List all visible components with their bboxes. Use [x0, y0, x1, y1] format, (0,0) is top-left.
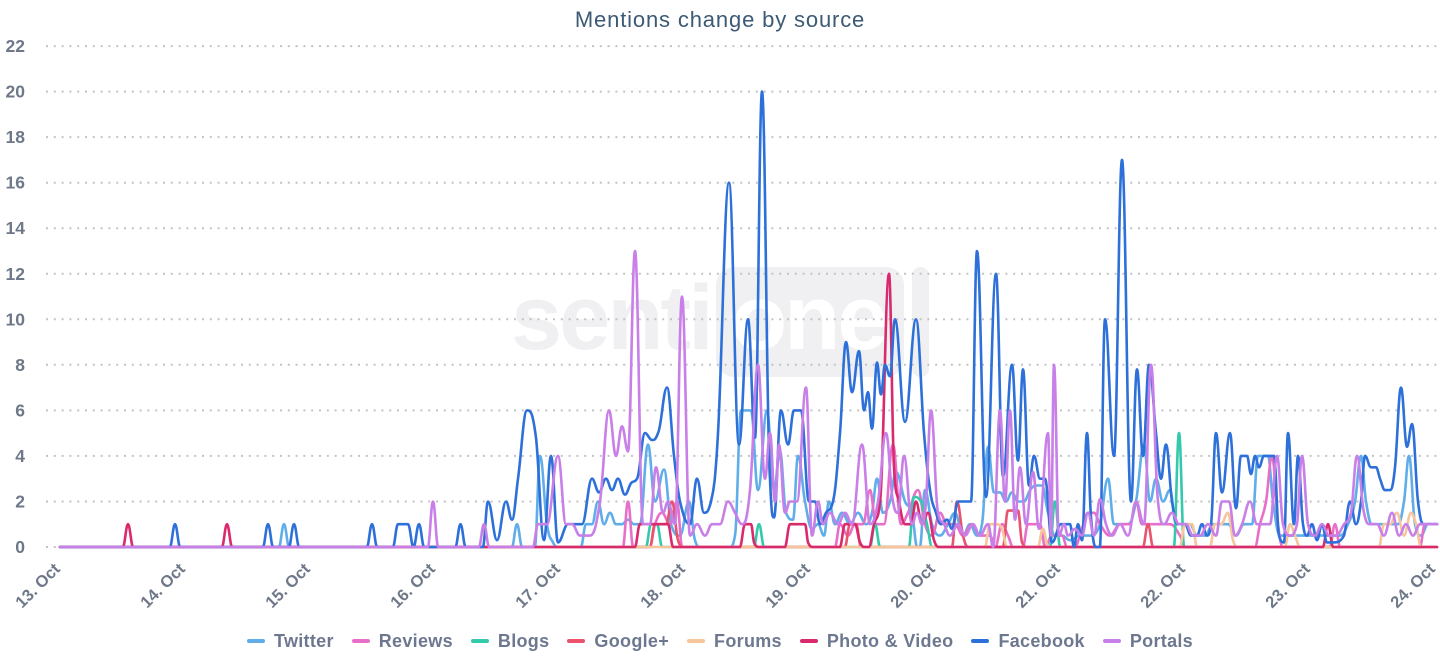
svg-text:10: 10	[6, 309, 26, 329]
svg-text:Mentions change by source: Mentions change by source	[575, 7, 865, 32]
svg-text:13. Oct: 13. Oct	[12, 560, 64, 612]
svg-text:15. Oct: 15. Oct	[262, 560, 314, 612]
svg-text:8: 8	[15, 355, 25, 375]
svg-text:2: 2	[15, 492, 25, 512]
svg-text:20. Oct: 20. Oct	[887, 560, 939, 612]
svg-text:14: 14	[6, 218, 26, 238]
svg-text:17. Oct: 17. Oct	[512, 560, 564, 612]
svg-text:6: 6	[15, 400, 25, 420]
svg-text:12: 12	[6, 264, 26, 284]
svg-text:22: 22	[6, 36, 26, 56]
svg-text:18. Oct: 18. Oct	[637, 560, 689, 612]
svg-text:24. Oct: 24. Oct	[1387, 560, 1439, 612]
svg-text:16: 16	[6, 173, 26, 193]
svg-text:22. Oct: 22. Oct	[1137, 560, 1189, 612]
svg-text:19. Oct: 19. Oct	[762, 560, 814, 612]
svg-text:21. Oct: 21. Oct	[1012, 560, 1064, 612]
svg-text:23. Oct: 23. Oct	[1262, 560, 1314, 612]
svg-text:one: one	[731, 267, 886, 369]
svg-text:16. Oct: 16. Oct	[387, 560, 439, 612]
svg-text:4: 4	[15, 446, 25, 466]
svg-text:14. Oct: 14. Oct	[137, 560, 189, 612]
svg-text:20: 20	[6, 82, 26, 102]
svg-text:18: 18	[6, 127, 26, 147]
svg-text:0: 0	[15, 537, 25, 557]
